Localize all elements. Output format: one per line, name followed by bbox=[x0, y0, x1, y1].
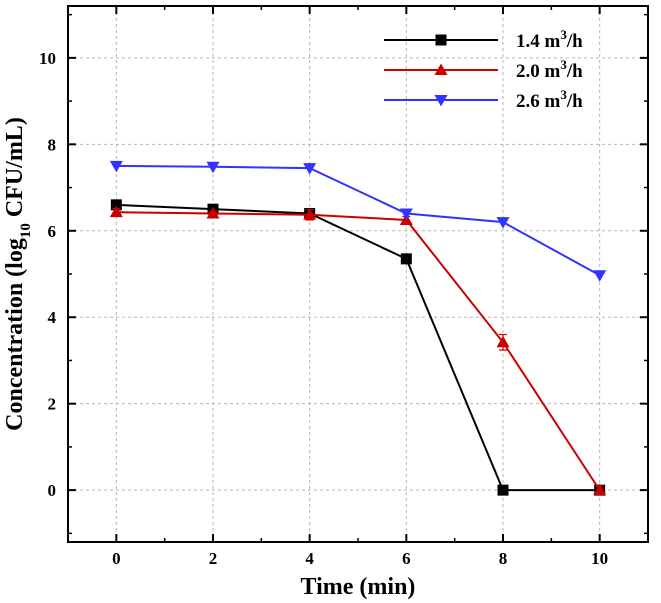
series-layer bbox=[109, 160, 607, 496]
data-point bbox=[206, 161, 220, 174]
data-point bbox=[109, 205, 123, 218]
legend-entry-3: 2.6 m3/h bbox=[384, 87, 583, 112]
data-point bbox=[496, 335, 510, 348]
x-tick-label: 4 bbox=[305, 549, 314, 568]
x-axis-title: Time (min) bbox=[301, 574, 416, 600]
series-3 bbox=[109, 160, 607, 282]
series-2 bbox=[109, 205, 607, 496]
y-axis-title: Concentration (log10 CFU/mL) bbox=[2, 117, 34, 431]
legend-label-series-2: 2.0 m3/h bbox=[516, 57, 583, 82]
legend-marker-series-3 bbox=[434, 95, 448, 107]
data-point bbox=[109, 160, 123, 173]
y-tick-label: 0 bbox=[48, 481, 57, 500]
y-tick-label: 10 bbox=[39, 49, 56, 68]
data-point bbox=[400, 253, 412, 265]
legend: 1.4 m3/h 2.0 m3/h 2.6 m3/h bbox=[384, 27, 583, 112]
axis-ticks: 0 2 4 6 8 10 0 2 4 6 8 10 bbox=[39, 6, 649, 568]
data-point bbox=[110, 199, 122, 211]
series-1 bbox=[110, 199, 606, 496]
data-point bbox=[593, 270, 607, 282]
legend-marker-series-2 bbox=[434, 63, 448, 75]
x-tick-label: 6 bbox=[402, 549, 411, 568]
x-tick-label: 10 bbox=[591, 549, 608, 568]
legend-marker-shape bbox=[434, 63, 448, 75]
y-axis-title-main: Concentration (log bbox=[2, 238, 28, 431]
data-point bbox=[303, 208, 317, 220]
y-tick-label: 2 bbox=[48, 395, 57, 414]
y-tick-label: 8 bbox=[48, 135, 57, 154]
x-tick-label: 8 bbox=[499, 549, 508, 568]
series-line-3 bbox=[116, 164, 601, 277]
series-line-1 bbox=[116, 203, 600, 492]
legend-entry-2: 2.0 m3/h bbox=[384, 57, 583, 82]
legend-marker-shape bbox=[435, 34, 447, 46]
y-tick-label: 6 bbox=[48, 222, 57, 241]
legend-entry-1: 1.4 m3/h bbox=[384, 27, 583, 52]
y-axis-title-subscript: 10 bbox=[18, 223, 34, 238]
x-tick-label: 0 bbox=[112, 549, 121, 568]
data-point bbox=[496, 217, 510, 229]
data-point bbox=[497, 484, 509, 496]
data-point bbox=[399, 208, 413, 220]
legend-label-series-3: 2.6 m3/h bbox=[516, 87, 583, 112]
y-tick-label: 4 bbox=[48, 308, 57, 327]
y-axis-title-tail: CFU/mL) bbox=[2, 117, 28, 223]
data-point bbox=[593, 483, 607, 496]
legend-marker-shape bbox=[434, 95, 448, 107]
grid bbox=[68, 6, 648, 542]
series-line-2 bbox=[116, 211, 601, 491]
data-point bbox=[303, 163, 317, 175]
data-point bbox=[206, 206, 220, 219]
legend-marker-series-1 bbox=[435, 34, 447, 46]
legend-label-series-1: 1.4 m3/h bbox=[516, 27, 583, 52]
x-tick-label: 2 bbox=[209, 549, 218, 568]
